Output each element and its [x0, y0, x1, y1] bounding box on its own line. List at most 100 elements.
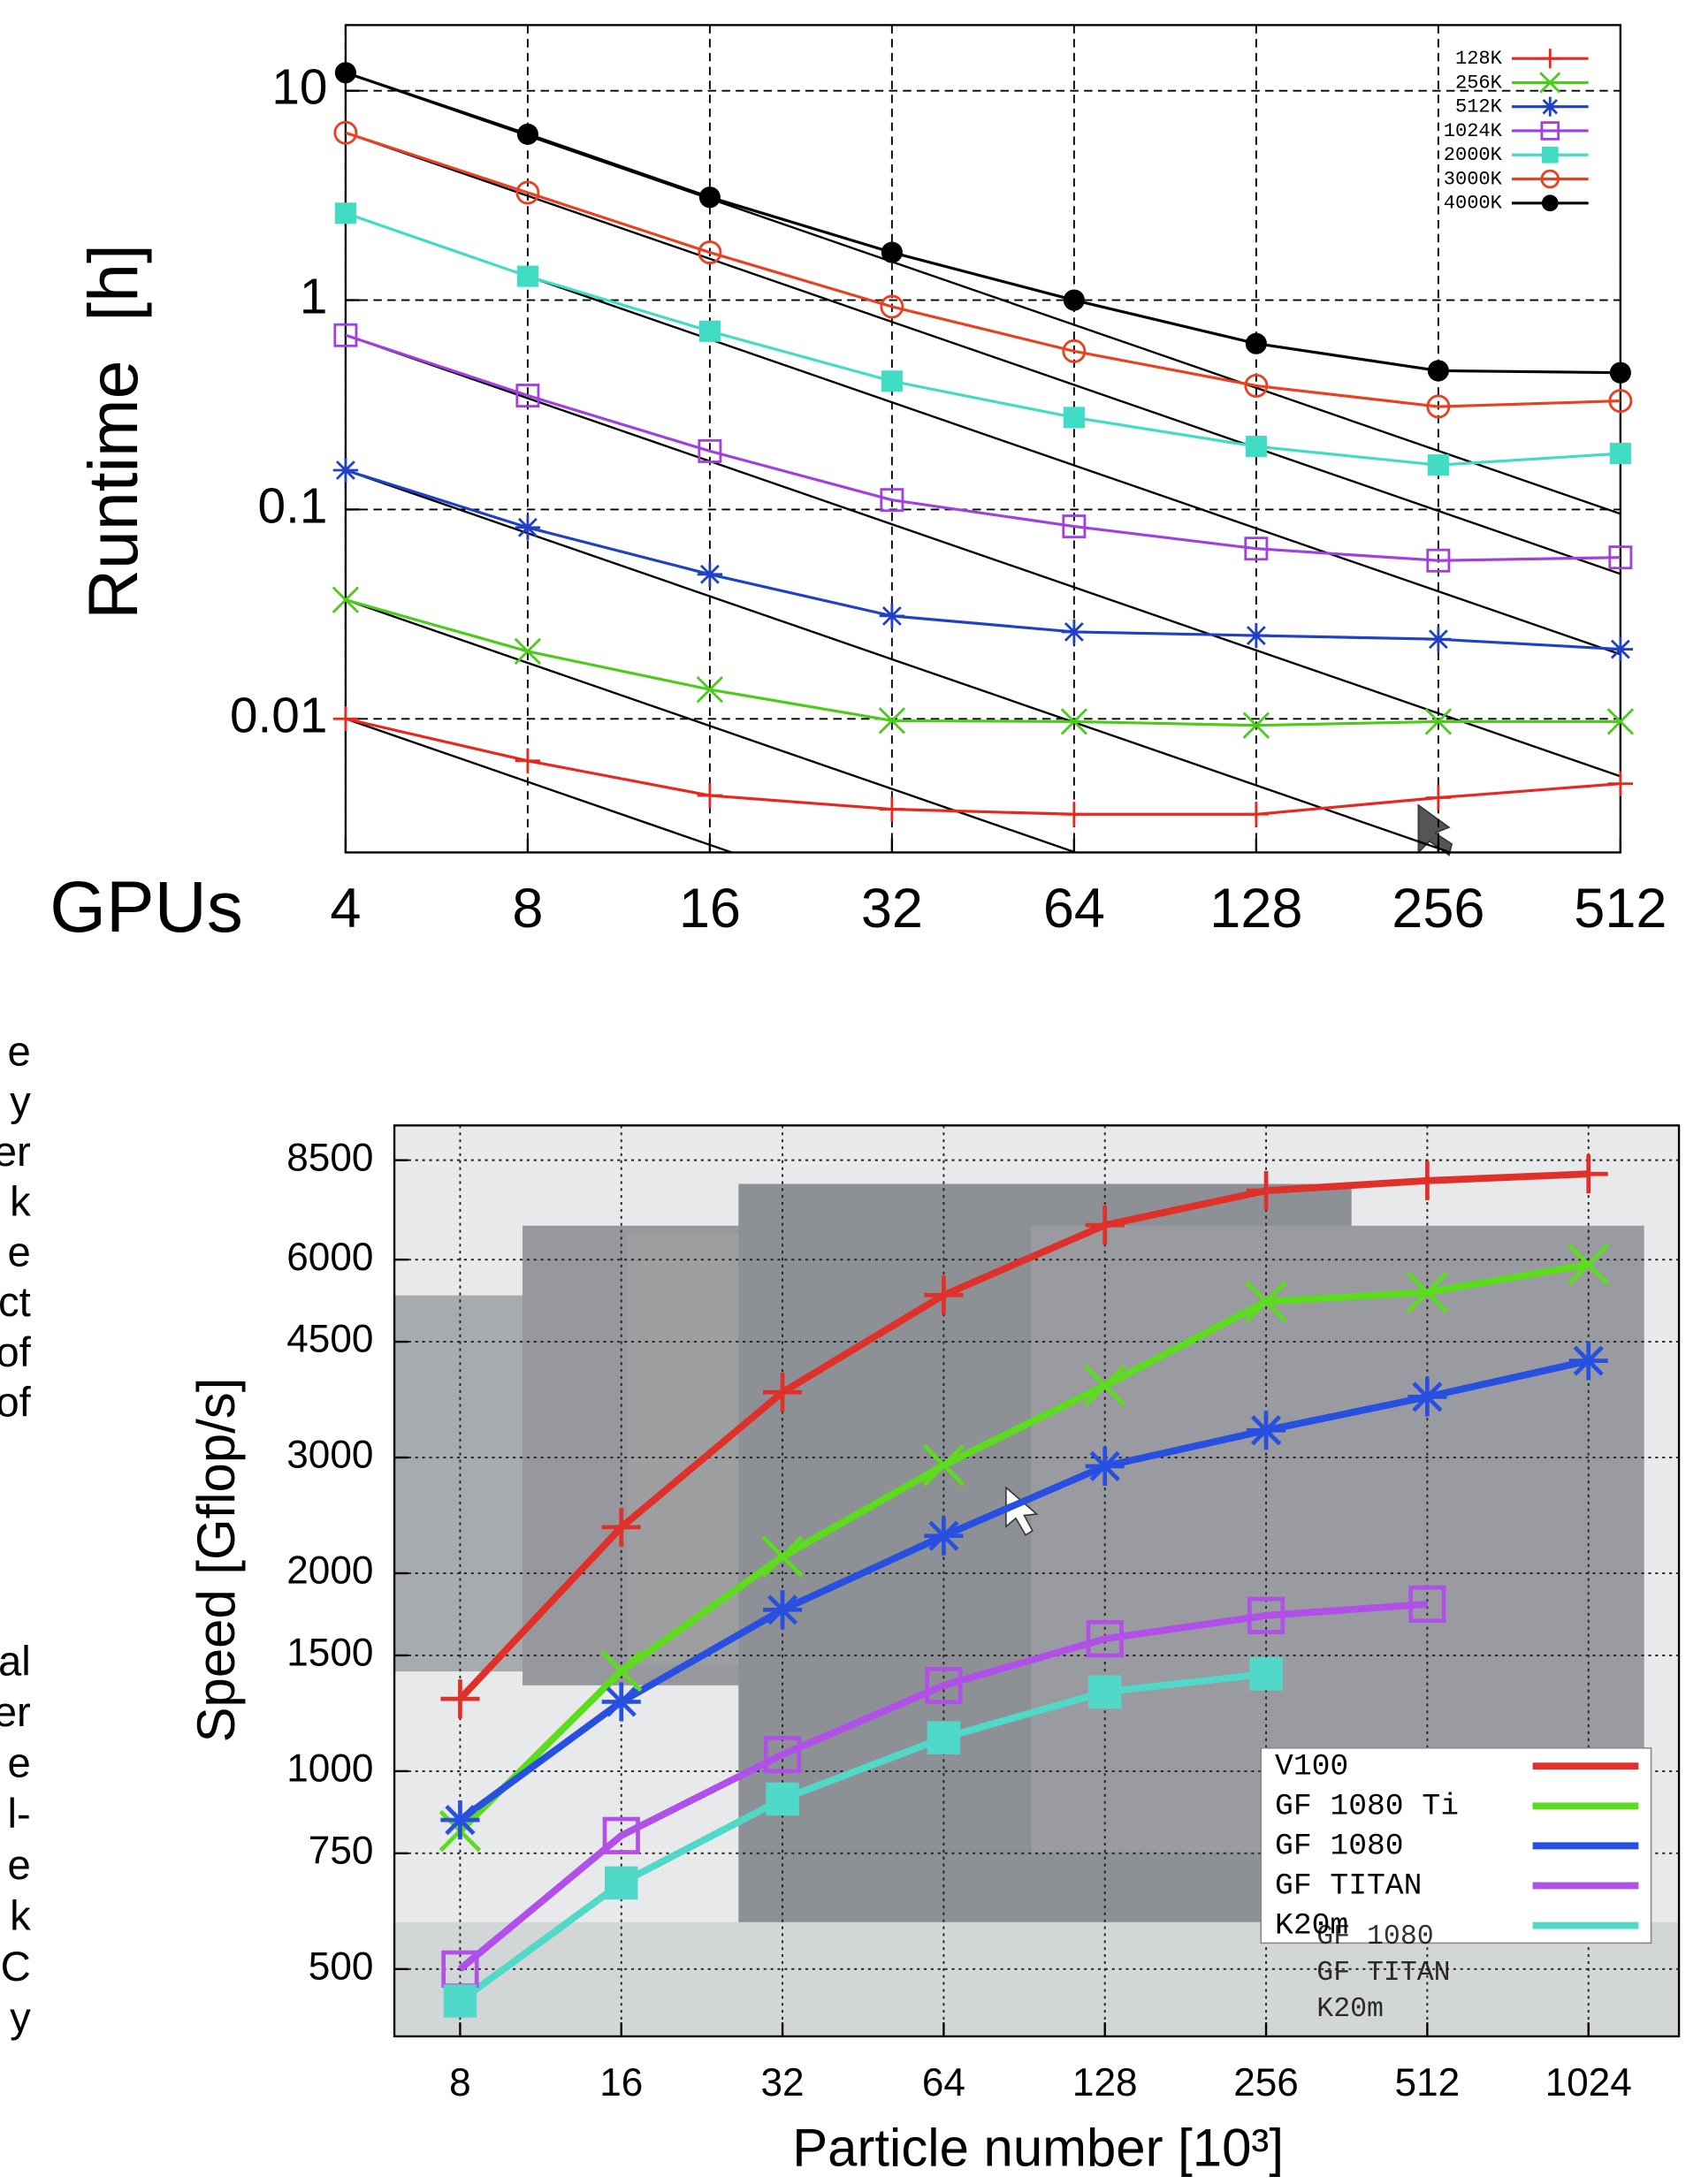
- marker-shape: [1568, 1341, 1608, 1381]
- marker-shape: [516, 123, 538, 145]
- marker-shape: [1245, 1280, 1287, 1323]
- marker: [1568, 1341, 1608, 1381]
- marker: [334, 62, 356, 84]
- marker-shape: [698, 438, 722, 463]
- marker-shape: [1541, 146, 1559, 164]
- x-tick-label: 8: [512, 878, 543, 940]
- marker: [1426, 548, 1451, 573]
- marker: [601, 1682, 641, 1722]
- marker: [1244, 373, 1269, 398]
- marker: [1608, 389, 1633, 414]
- marker: [927, 1721, 961, 1754]
- marker: [1061, 802, 1087, 827]
- marker: [333, 120, 358, 145]
- marker: [1427, 454, 1449, 476]
- marker: [1540, 49, 1560, 69]
- legend-label: GF 1080: [1275, 1830, 1404, 1864]
- x-tick-label: 32: [861, 878, 923, 940]
- series-line: [458, 1357, 1590, 1823]
- marker-shape: [1244, 536, 1269, 561]
- marker-shape: [763, 1373, 803, 1412]
- y-tick-label: 1000: [286, 1747, 373, 1791]
- marker: [332, 586, 360, 613]
- marker: [1085, 1206, 1125, 1245]
- side-text: e: [7, 1842, 30, 1889]
- marker: [1062, 514, 1087, 539]
- marker: [602, 1816, 640, 1854]
- marker-shape: [1424, 708, 1453, 735]
- marker-shape: [1609, 443, 1631, 465]
- marker: [1244, 536, 1269, 561]
- marker-shape: [1426, 548, 1451, 573]
- marker-shape: [1408, 1160, 1447, 1200]
- marker: [332, 457, 359, 483]
- marker: [879, 796, 905, 822]
- y-tick-label: 2000: [286, 1549, 373, 1593]
- marker: [1408, 1377, 1447, 1417]
- x-tick-label: 512: [1395, 2061, 1461, 2104]
- marker: [924, 1516, 964, 1556]
- legend-label: 2000K: [1444, 144, 1503, 166]
- y-axis-label: Speed [Gflop/s]: [187, 1378, 246, 1743]
- marker: [1426, 394, 1451, 419]
- marker-shape: [332, 586, 360, 613]
- chart: 0.01 0.1 1 10 4 8 16 32 64 128 256 512 GPUs Runtime […: [50, 24, 1667, 947]
- y-tick-label: 8500: [286, 1136, 373, 1179]
- background-text: GF TITAN: [1316, 1958, 1450, 1989]
- marker-shape: [881, 241, 903, 263]
- legend-label: V100: [1275, 1749, 1348, 1784]
- marker: [1540, 96, 1560, 117]
- marker: [922, 1444, 965, 1487]
- marker: [1425, 785, 1452, 810]
- marker: [1541, 146, 1559, 164]
- y-tick-label: 3000: [286, 1434, 373, 1477]
- marker-shape: [924, 1516, 964, 1556]
- side-text: k: [10, 1892, 31, 1939]
- marker: [1541, 194, 1559, 212]
- x-axis-label: GPUs: [50, 867, 243, 947]
- x-tick-label: 4: [330, 878, 361, 940]
- marker: [1408, 1585, 1446, 1624]
- series-line: [457, 1601, 1428, 1972]
- marker-shape: [1608, 545, 1633, 570]
- marker-shape: [922, 1444, 965, 1487]
- marker-shape: [763, 1590, 803, 1630]
- marker-shape: [1245, 332, 1267, 354]
- y-tick-label: 750: [309, 1829, 374, 1872]
- series-line: [457, 1260, 1590, 1834]
- marker-shape: [1568, 1154, 1608, 1194]
- marker: [1063, 407, 1085, 429]
- marker-shape: [1061, 619, 1087, 645]
- marker: [878, 707, 906, 734]
- reference-line: [345, 718, 736, 853]
- marker-shape: [515, 514, 541, 541]
- series-line: [345, 71, 1621, 375]
- marker-shape: [334, 62, 356, 84]
- marker-shape: [924, 1275, 964, 1315]
- marker-shape: [601, 1507, 641, 1547]
- marker: [1087, 1675, 1122, 1708]
- marker-shape: [1244, 373, 1269, 398]
- marker-shape: [1063, 289, 1085, 311]
- marker: [763, 1373, 803, 1412]
- x-tick-label: 64: [1043, 878, 1105, 940]
- marker-shape: [879, 603, 905, 629]
- marker: [1608, 545, 1633, 570]
- legend-label: 256K: [1455, 72, 1503, 94]
- marker: [1249, 1657, 1283, 1691]
- y-axis-label: Runtime [h]: [74, 244, 152, 620]
- marker-shape: [515, 180, 540, 205]
- marker: [1408, 1160, 1447, 1200]
- marker: [516, 265, 538, 287]
- marker: [1406, 1271, 1449, 1313]
- reference-line: [345, 212, 1621, 656]
- y-tick-label: 1500: [286, 1632, 373, 1675]
- marker: [601, 1507, 641, 1547]
- marker: [1540, 121, 1560, 141]
- marker: [761, 1535, 804, 1578]
- marker: [698, 240, 722, 265]
- marker: [698, 186, 721, 209]
- marker-shape: [1086, 1620, 1124, 1658]
- side-text: k: [10, 1179, 31, 1226]
